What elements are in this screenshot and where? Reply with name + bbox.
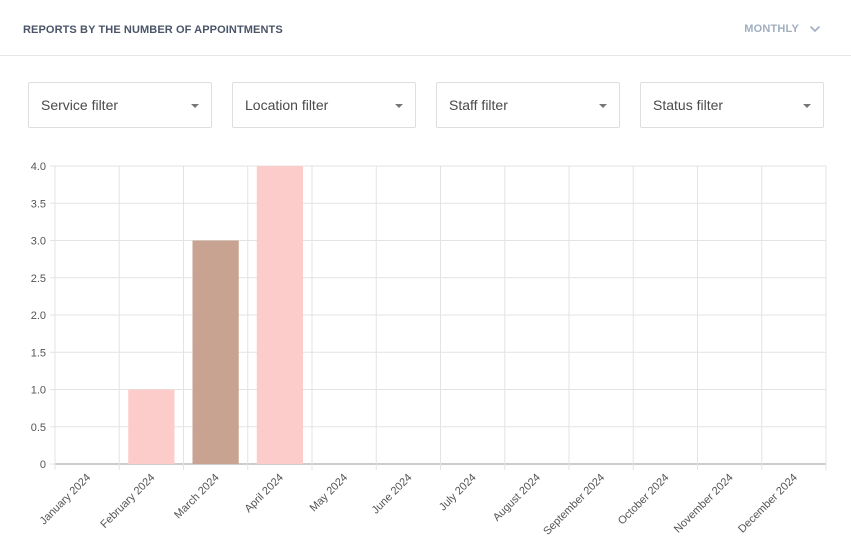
y-tick-label: 1.0 — [31, 385, 46, 397]
period-label: MONTHLY — [744, 23, 799, 35]
y-tick-label: 2.0 — [31, 310, 46, 322]
y-tick-label: 3.5 — [31, 198, 46, 210]
x-tick-label: May 2024 — [308, 472, 351, 515]
bar-4 — [256, 166, 304, 464]
staff-filter-label: Staff filter — [449, 97, 508, 113]
location-filter-select[interactable]: Location filter — [232, 82, 416, 128]
y-tick-label: 4.0 — [31, 161, 46, 173]
caret-down-icon — [599, 104, 607, 108]
staff-filter-select[interactable]: Staff filter — [436, 82, 620, 128]
card-header: REPORTS BY THE NUMBER OF APPOINTMENTS MO… — [0, 0, 851, 56]
y-tick-label: 0 — [40, 459, 46, 471]
status-filter-label: Status filter — [653, 97, 724, 113]
service-filter-select[interactable]: Service filter — [28, 82, 212, 128]
chevron-down-icon — [810, 26, 820, 32]
caret-down-icon — [191, 104, 199, 108]
x-tick-label: August 2024 — [491, 472, 543, 524]
x-tick-label: March 2024 — [172, 472, 222, 522]
x-tick-label: December 2024 — [736, 472, 800, 536]
x-tick-label: July 2024 — [437, 472, 479, 514]
bar-2 — [128, 389, 175, 464]
report-title: REPORTS BY THE NUMBER OF APPOINTMENTS — [23, 24, 283, 36]
y-tick-label: 2.5 — [31, 273, 46, 285]
bar-3 — [192, 240, 239, 464]
x-tick-label: October 2024 — [616, 472, 672, 528]
x-tick-label: June 2024 — [370, 472, 415, 517]
x-tick-label: January 2024 — [38, 472, 94, 528]
caret-down-icon — [395, 104, 403, 108]
y-tick-label: 1.5 — [31, 347, 46, 359]
x-tick-label: November 2024 — [672, 472, 736, 536]
x-tick-label: February 2024 — [98, 472, 157, 531]
x-tick-label: September 2024 — [541, 472, 607, 538]
caret-down-icon — [803, 104, 811, 108]
service-filter-label: Service filter — [41, 97, 119, 113]
location-filter-label: Location filter — [245, 97, 329, 113]
filter-bar: Service filter Location filter Staff fil… — [28, 82, 824, 128]
y-tick-label: 0.5 — [31, 422, 46, 434]
y-tick-label: 3.0 — [31, 236, 46, 248]
x-tick-label: April 2024 — [242, 472, 286, 516]
status-filter-select[interactable]: Status filter — [640, 82, 824, 128]
appointments-bar-chart: 0 0.5 1.0 1.5 2.0 2.5 3.0 3.5 4.0 January 2024 Feb… — [31, 161, 827, 538]
period-dropdown[interactable]: MONTHLY — [744, 23, 821, 35]
